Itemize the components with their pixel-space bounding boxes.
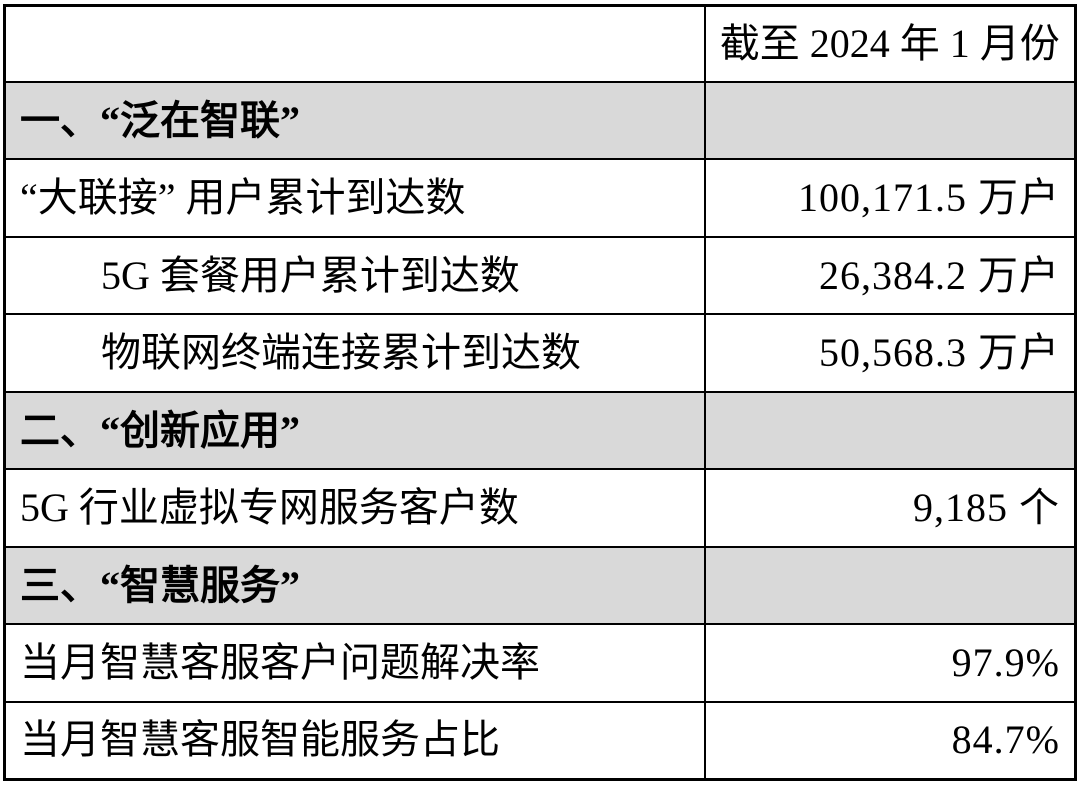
table-row-problem-resolution-rate: 当月智慧客服客户问题解决率 97.9% [3, 623, 1077, 703]
row-label: “大联接” 用户累计到达数 [3, 158, 706, 238]
metrics-table: 截至 2024 年 1 月份 一、“泛在智联” “大联接” 用户累计到达数 10… [3, 4, 1077, 781]
row-label: 当月智慧客服客户问题解决率 [3, 623, 706, 703]
row-label: 物联网终端连接累计到达数 [3, 313, 706, 393]
row-label: 5G 行业虚拟专网服务客户数 [3, 468, 706, 548]
section-value-cell [703, 80, 1077, 161]
table-header-row: 截至 2024 年 1 月份 [3, 4, 1077, 83]
section-title: 一、“泛在智联” [3, 80, 706, 161]
table-row-5g-package-users: 5G 套餐用户累计到达数 26,384.2 万户 [3, 235, 1077, 316]
table-row-intelligent-service-ratio: 当月智慧客服智能服务占比 84.7% [3, 700, 1077, 781]
row-label: 当月智慧客服智能服务占比 [3, 700, 706, 781]
section-title: 三、“智慧服务” [3, 545, 706, 626]
period-column-header: 截至 2024 年 1 月份 [703, 4, 1077, 83]
section-value-cell [703, 545, 1077, 626]
section-row-innovative-applications: 二、“创新应用” [3, 390, 1077, 471]
table-row-big-connection-users: “大联接” 用户累计到达数 100,171.5 万户 [3, 158, 1077, 238]
row-value: 97.9% [703, 623, 1077, 703]
row-value: 9,185 个 [703, 468, 1077, 548]
row-label: 5G 套餐用户累计到达数 [3, 235, 706, 316]
row-value: 84.7% [703, 700, 1077, 781]
row-value: 26,384.2 万户 [703, 235, 1077, 316]
section-title: 二、“创新应用” [3, 390, 706, 471]
header-empty-cell [3, 4, 706, 83]
section-value-cell [703, 390, 1077, 471]
table-row-5g-private-network-customers: 5G 行业虚拟专网服务客户数 9,185 个 [3, 468, 1077, 548]
section-row-smart-services: 三、“智慧服务” [3, 545, 1077, 626]
row-value: 100,171.5 万户 [703, 158, 1077, 238]
table-row-iot-terminal-connections: 物联网终端连接累计到达数 50,568.3 万户 [3, 313, 1077, 393]
section-row-ubiquitous-connectivity: 一、“泛在智联” [3, 80, 1077, 161]
row-value: 50,568.3 万户 [703, 313, 1077, 393]
